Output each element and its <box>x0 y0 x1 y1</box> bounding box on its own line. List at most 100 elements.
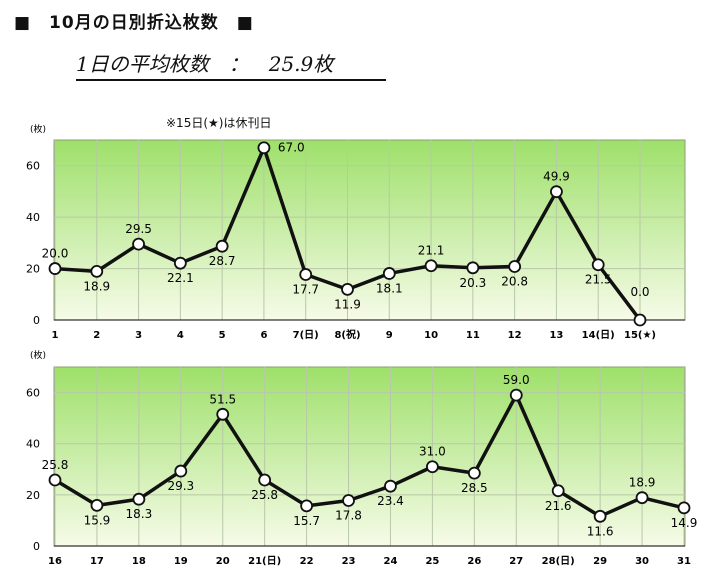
plot-area <box>53 366 686 547</box>
data-point <box>467 466 481 480</box>
data-label: 29.5 <box>125 222 152 236</box>
data-point <box>257 141 271 155</box>
data-label: 0.0 <box>630 285 649 299</box>
line-chart-days-1-15: 0 20 40 60 (枚) 20.0 1 18.9 2 29.5 3 22.1 4 28.7 5 67.0 6… <box>26 123 686 341</box>
x-category-label: 27 <box>509 556 523 567</box>
x-category-label: 10 <box>424 330 438 341</box>
y-tick-label: 0 <box>33 314 40 327</box>
data-point <box>48 473 62 487</box>
data-point <box>424 259 438 273</box>
data-label: 18.9 <box>83 279 110 293</box>
y-axis-unit-label: (枚) <box>30 123 46 135</box>
x-category-label: 22 <box>300 556 314 567</box>
data-point <box>341 282 354 296</box>
y-tick-label: 40 <box>26 211 40 224</box>
data-point <box>216 407 230 421</box>
x-category-label: 13 <box>549 330 563 341</box>
data-point <box>132 237 145 251</box>
data-point <box>509 388 523 402</box>
data-label: 20.3 <box>459 276 486 290</box>
data-label: 18.3 <box>126 507 153 521</box>
y-tick-label: 20 <box>26 489 40 502</box>
x-category-label: 17 <box>90 556 104 567</box>
x-category-label: 11 <box>466 330 480 341</box>
x-category-label: 25 <box>425 556 439 567</box>
x-category-label: 19 <box>174 556 188 567</box>
x-category-label: 18 <box>132 556 146 567</box>
data-label: 11.9 <box>334 297 361 311</box>
x-category-label: 1 <box>52 330 59 341</box>
data-label: 59.0 <box>503 373 530 387</box>
x-category-label: 9 <box>386 330 393 341</box>
data-point <box>174 464 188 478</box>
data-point <box>593 509 607 523</box>
data-point <box>425 460 439 474</box>
x-category-label: 31 <box>677 556 691 567</box>
data-label: 11.6 <box>587 524 614 538</box>
holiday-note: ※15日(★)は休刊日 <box>166 116 272 130</box>
data-point <box>299 268 313 281</box>
data-label: 17.8 <box>335 508 362 522</box>
x-category-label: 7(日) <box>293 329 319 341</box>
x-category-label: 6 <box>260 330 267 341</box>
data-label: 25.8 <box>42 458 69 472</box>
x-category-label: 12 <box>508 330 522 341</box>
x-category-label: 16 <box>48 556 62 567</box>
x-category-label: 2 <box>93 330 100 341</box>
data-label: 28.7 <box>209 254 236 268</box>
page-title: ■ 10月の日別折込枚数 ■ <box>14 13 254 33</box>
x-category-label: 28(日) <box>542 555 575 567</box>
data-label: 15.7 <box>293 514 320 528</box>
x-category-label: 8(祝) <box>334 328 360 341</box>
data-label: 21.5 <box>585 273 612 287</box>
data-point <box>466 261 480 275</box>
x-category-label: 5 <box>219 330 226 341</box>
x-category-label: 20 <box>216 556 230 567</box>
series-line <box>54 393 685 519</box>
data-label: 22.1 <box>167 271 194 285</box>
y-tick-label: 60 <box>26 387 40 400</box>
data-label: 18.9 <box>629 476 656 490</box>
x-category-label: 29 <box>593 556 607 567</box>
x-category-label: 4 <box>177 330 184 341</box>
y-tick-label: 60 <box>26 160 40 173</box>
x-category-label: 26 <box>467 556 481 567</box>
data-point <box>90 498 104 512</box>
data-label: 23.4 <box>377 494 404 508</box>
data-point <box>300 499 314 513</box>
data-point <box>173 256 187 270</box>
x-category-label: 14(日) <box>582 329 615 341</box>
data-label: 25.8 <box>251 488 278 502</box>
data-label: 49.9 <box>543 170 570 184</box>
data-label: 18.1 <box>376 281 403 295</box>
data-point <box>90 264 104 278</box>
x-category-label: 23 <box>342 556 356 567</box>
data-label: 21.6 <box>545 499 572 513</box>
y-axis-unit-label: (枚) <box>30 349 46 361</box>
data-point <box>342 494 355 507</box>
x-category-label: 30 <box>635 556 649 567</box>
data-label: 67.0 <box>278 141 305 155</box>
y-tick-label: 20 <box>26 263 40 276</box>
y-tick-label: 40 <box>26 438 40 451</box>
data-point <box>508 260 522 273</box>
data-label: 21.1 <box>418 244 445 258</box>
data-label: 29.3 <box>167 479 194 493</box>
data-point <box>633 313 647 327</box>
data-point <box>48 262 62 275</box>
data-label: 15.9 <box>84 513 111 527</box>
data-point <box>635 491 649 505</box>
x-category-label: 21(日) <box>248 555 281 567</box>
data-point <box>551 484 565 498</box>
data-point <box>382 267 396 280</box>
y-tick-label: 0 <box>33 540 40 553</box>
data-point <box>215 239 229 253</box>
data-label: 28.5 <box>461 481 488 495</box>
x-category-label: 15(★) <box>624 330 656 341</box>
data-point <box>591 258 605 272</box>
data-label: 14.9 <box>671 516 698 530</box>
x-category-label: 3 <box>135 330 142 341</box>
data-label: 20.8 <box>501 275 528 289</box>
data-label: 20.0 <box>42 247 69 261</box>
line-chart-days-16-31: 0 20 40 60 (枚) 25.8 16 15.9 17 18.3 18 29.3 19 51.5 20… <box>26 349 698 567</box>
